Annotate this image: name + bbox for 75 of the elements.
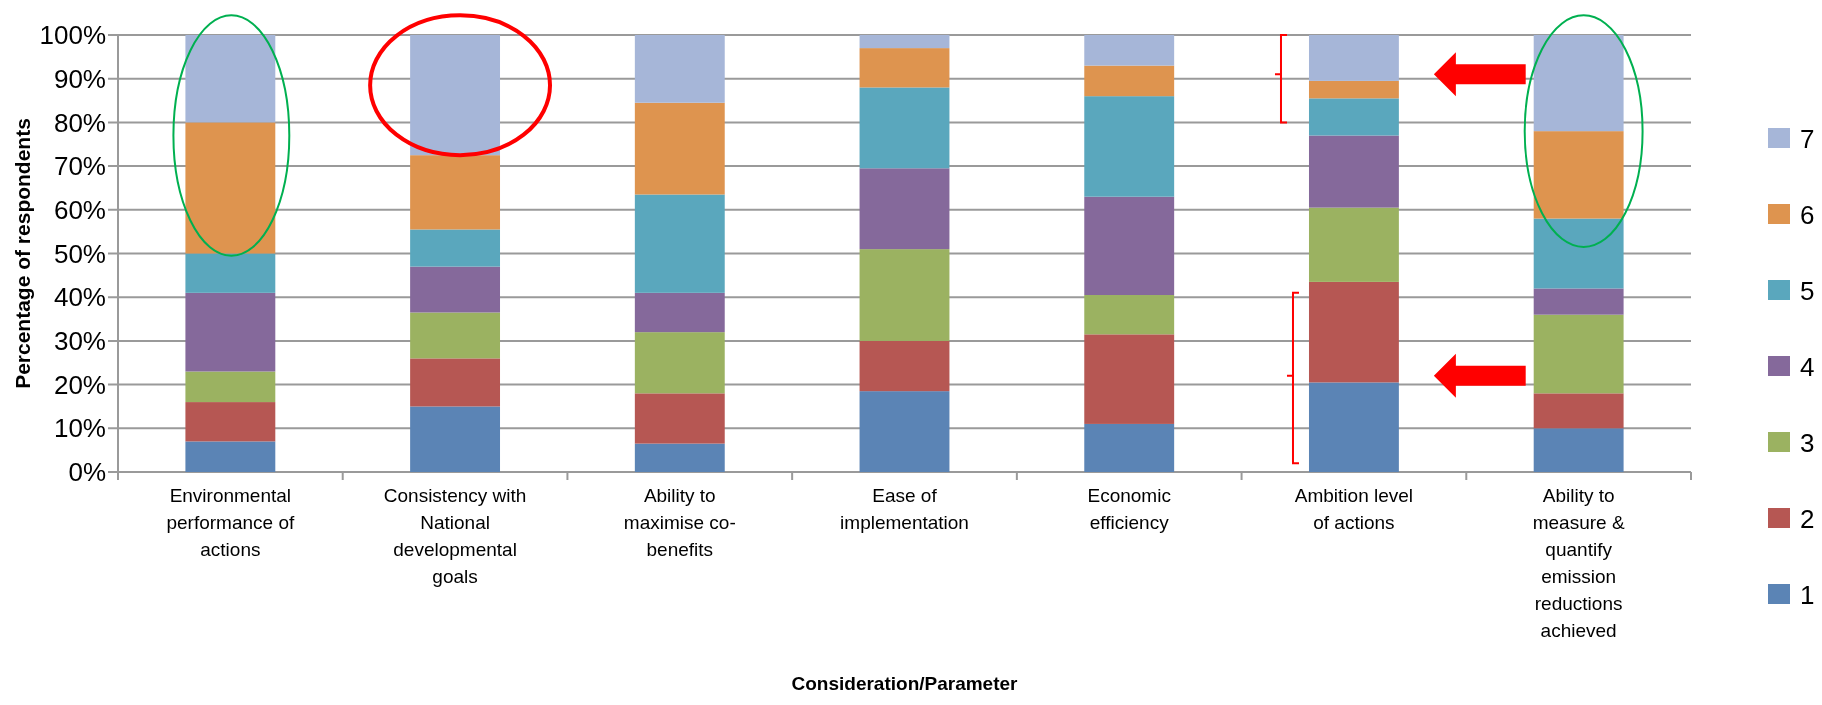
bar: [410, 266, 501, 313]
bar: [410, 155, 501, 230]
x-tick-label: Environmental performance of actions: [166, 485, 295, 560]
bar: [634, 292, 725, 333]
bar: [1308, 382, 1399, 472]
y-axis-title: Percentage of respondents: [11, 118, 34, 389]
bar: [410, 312, 501, 359]
bar: [859, 249, 950, 341]
bar: [185, 122, 276, 254]
bar: [1084, 295, 1175, 335]
bar: [634, 393, 725, 444]
bar: [1308, 80, 1399, 99]
bar: [1533, 314, 1624, 394]
bar: [634, 332, 725, 394]
y-tick-label: 50%: [53, 238, 106, 269]
y-tick-label: 100%: [39, 20, 106, 51]
x-tick-label: Economic efficiency: [1087, 485, 1171, 533]
y-tick-label: 10%: [53, 413, 106, 444]
x-tick-label: Ability to maximise co-benefits: [623, 485, 736, 560]
bar: [634, 102, 725, 195]
bar: [185, 402, 276, 442]
legend-label: 6: [1800, 199, 1815, 230]
bar: [410, 358, 501, 407]
bar: [185, 35, 276, 123]
legend-label: 1: [1800, 579, 1815, 610]
y-tick-label: 40%: [53, 282, 106, 313]
bar: [859, 48, 950, 88]
x-axis-title: Consideration/Parameter: [791, 673, 1019, 694]
x-tick-label: Ability to measure & quantify emission reductions achieved: [1532, 485, 1625, 641]
bar: [859, 35, 950, 49]
bar: [1308, 135, 1399, 208]
bar: [1533, 288, 1624, 315]
bar: [1533, 393, 1624, 429]
bar: [859, 168, 950, 250]
bar: [185, 292, 276, 372]
legend-label: 4: [1800, 351, 1815, 382]
bar: [1308, 281, 1399, 383]
bar: [859, 87, 950, 169]
bar: [410, 229, 501, 267]
x-tick-label: Consistency with National developmental goals: [383, 485, 527, 587]
bar: [1533, 218, 1624, 289]
legend-label: 3: [1800, 427, 1815, 458]
bar: [859, 391, 950, 472]
x-tick-label: Ambition level of actions: [1294, 485, 1414, 533]
y-tick-label: 90%: [53, 63, 106, 94]
bar: [634, 194, 725, 293]
y-tick-label: 0%: [68, 457, 106, 488]
bar: [1308, 207, 1399, 282]
y-tick-label: 80%: [53, 107, 106, 138]
bar: [1084, 35, 1175, 66]
bar: [634, 443, 725, 472]
bar: [1533, 35, 1624, 132]
y-tick-label: 70%: [53, 151, 106, 182]
bar: [185, 371, 276, 403]
bar: [410, 406, 501, 472]
bar: [634, 35, 725, 103]
bar: [1084, 96, 1175, 197]
bar: [1084, 423, 1175, 472]
bar: [1084, 65, 1175, 97]
legend-label: 2: [1800, 503, 1815, 534]
bar: [1533, 428, 1624, 472]
bar: [1084, 196, 1175, 296]
legend-label: 7: [1800, 123, 1815, 154]
bar: [185, 441, 276, 472]
bar: [1308, 98, 1399, 136]
y-tick-label: 60%: [53, 194, 106, 225]
bar: [1308, 35, 1399, 81]
bar: [185, 253, 276, 293]
bar: [1084, 334, 1175, 424]
y-tick-label: 30%: [53, 326, 106, 356]
y-tick-label: 20%: [53, 369, 106, 400]
bar: [859, 340, 950, 392]
bar: [1533, 131, 1624, 219]
legend-label: 5: [1800, 275, 1815, 306]
x-tick-label: Ease of implementation: [840, 485, 969, 533]
